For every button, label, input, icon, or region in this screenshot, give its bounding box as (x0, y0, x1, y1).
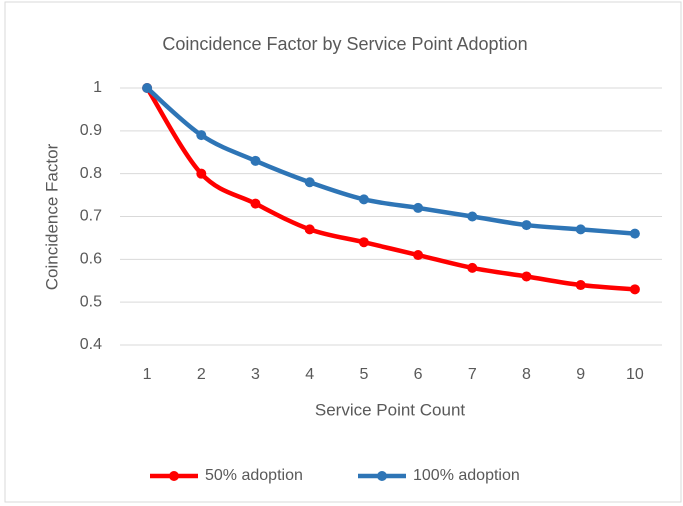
point (250, 198, 261, 209)
point (304, 177, 315, 188)
x-tick-label: 6 (414, 366, 423, 383)
point (521, 271, 532, 282)
y-tick-label: 0.5 (80, 293, 102, 310)
y-tick-label: 0.8 (80, 165, 102, 182)
point (358, 194, 369, 205)
y-tick-label: 1 (93, 79, 102, 96)
y-tick-label: 0.9 (80, 122, 102, 139)
x-tick-label: 10 (626, 366, 644, 383)
x-tick-label: 9 (576, 366, 585, 383)
point (521, 220, 532, 231)
x-tick-label: 3 (251, 366, 260, 383)
chart-title: Coincidence Factor by Service Point Adop… (162, 34, 527, 54)
x-tick-label: 1 (143, 366, 152, 383)
legend-label: 50% adoption (205, 467, 303, 484)
x-tick-label: 4 (305, 366, 314, 383)
x-tick-label: 8 (522, 366, 531, 383)
point (358, 237, 369, 248)
chart-frame (4, 1, 682, 503)
point (575, 280, 586, 291)
x-tick-label: 5 (359, 366, 368, 383)
y-tick-label: 0.6 (80, 251, 102, 268)
legend-marker (169, 471, 179, 481)
point (196, 130, 207, 141)
y-axis-label: Coincidence Factor (42, 143, 61, 290)
x-tick-label: 7 (468, 366, 477, 383)
point (142, 83, 153, 93)
x-axis-label: Service Point Count (315, 400, 466, 419)
point (196, 168, 207, 179)
point (575, 224, 586, 235)
line (145, 86, 636, 236)
point (304, 224, 315, 235)
point (629, 228, 640, 239)
point (413, 250, 424, 261)
legend-marker (377, 471, 387, 481)
point (250, 155, 261, 166)
line (145, 86, 636, 292)
y-tick-label: 0.4 (80, 336, 102, 353)
x-tick-label: 2 (197, 366, 206, 383)
point (629, 284, 640, 295)
point (467, 262, 478, 273)
legend-label: 100% adoption (413, 467, 520, 484)
point (467, 211, 478, 222)
y-tick-label: 0.7 (80, 208, 102, 225)
point (413, 202, 424, 213)
